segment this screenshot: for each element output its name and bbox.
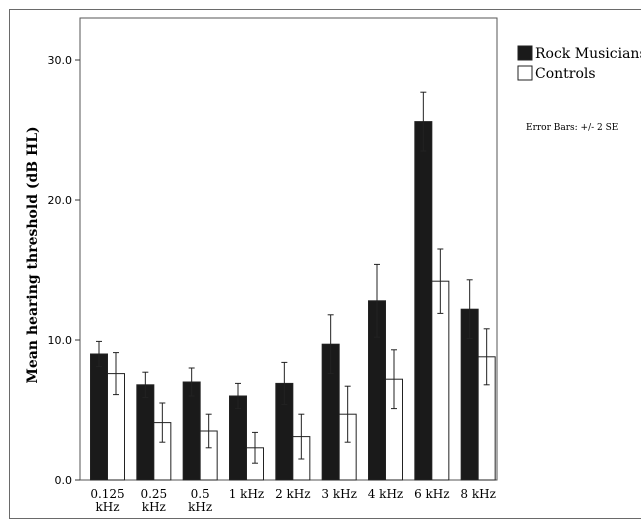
error-bar-note: Error Bars: +/- 2 SE (526, 123, 618, 133)
legend-swatch-rock-musicians (517, 45, 533, 61)
bar-rock-musicians (90, 353, 108, 481)
x-tick-label: 0.125 kHz (90, 487, 124, 512)
y-tick-label: 0.0 (55, 474, 73, 487)
legend-label-controls: Controls (535, 66, 596, 82)
y-axis: 0.0 10.0 20.0 30.0 (48, 54, 80, 487)
x-tick-label: 6 kHz (414, 487, 450, 501)
legend-label-rock-musicians: Rock Musicians (535, 46, 641, 62)
legend-swatch-controls (517, 65, 533, 81)
x-tick-label: 3 kHz (321, 487, 357, 501)
bar-rock-musicians (136, 384, 155, 481)
legend: Rock Musicians Controls (517, 45, 641, 82)
bar-rock-musicians (414, 121, 433, 481)
y-axis-label: Mean hearing threshold (dB HL) (25, 126, 41, 383)
y-tick-label: 30.0 (48, 54, 73, 67)
x-tick-label: 8 kHz (460, 487, 496, 501)
x-tick-label: 0.5 kHz (188, 487, 212, 512)
x-tick-label: 4 kHz (368, 487, 404, 501)
x-tick-label: 2 kHz (275, 487, 311, 501)
bar-rock-musicians (182, 381, 201, 481)
x-tick-label: 1 kHz (229, 487, 265, 501)
x-tick-label: 0.25 kHz (140, 487, 167, 512)
x-axis: 0.125 kHz 0.25 kHz 0.5 kHz 1 kHz 2 kHz 3 kHz 4 kH… (90, 487, 496, 512)
y-tick-label: 20.0 (48, 194, 73, 207)
y-tick-label: 10.0 (48, 334, 73, 347)
bars (90, 91, 496, 481)
